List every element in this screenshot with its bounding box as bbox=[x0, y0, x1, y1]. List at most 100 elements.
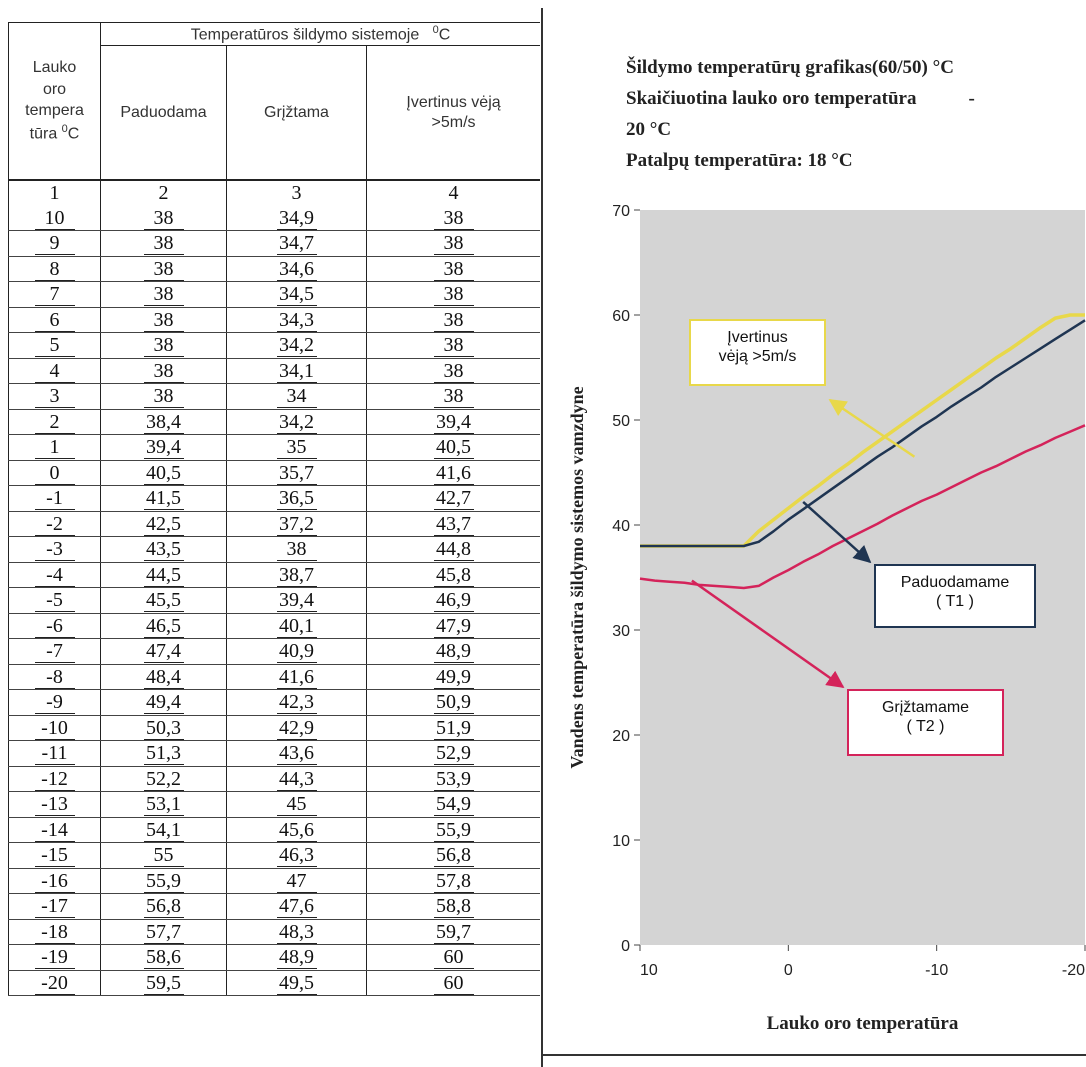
wind-temp-cell: 38 bbox=[365, 383, 540, 410]
return-temp-cell: 35 bbox=[226, 434, 367, 461]
column-number: 2 bbox=[100, 179, 227, 206]
wind-temp-cell: 55,9 bbox=[365, 817, 540, 843]
table-row: 0 40,5 35,7 41,6 bbox=[8, 460, 540, 486]
info-line-2: Skaičiuotina lauko oro temperatūra - bbox=[626, 83, 1076, 114]
outdoor-temp-cell: 5 bbox=[8, 332, 101, 359]
table-row: -5 45,5 39,4 46,9 bbox=[8, 587, 540, 614]
table-row: 5 38 34,2 38 bbox=[8, 332, 540, 359]
supply-temp-cell: 38 bbox=[100, 358, 227, 384]
wind-temp-cell: 52,9 bbox=[365, 740, 540, 767]
annotation-text: Paduodamame bbox=[901, 574, 1010, 591]
supply-temp-cell: 58,6 bbox=[100, 944, 227, 971]
return-temp-cell: 34,9 bbox=[226, 205, 367, 231]
wind-temp-cell: 39,4 bbox=[365, 409, 540, 435]
outdoor-temp-cell: -3 bbox=[8, 536, 101, 563]
outdoor-temp-cell: -11 bbox=[8, 740, 101, 767]
table-row: -3 43,5 38 44,8 bbox=[8, 536, 540, 563]
supply-temp-cell: 43,5 bbox=[100, 536, 227, 563]
table-row: -16 55,9 47 57,8 bbox=[8, 868, 540, 894]
outdoor-temp-cell: -13 bbox=[8, 791, 101, 818]
wind-temp-cell: 45,8 bbox=[365, 562, 540, 588]
return-temp-cell: 35,7 bbox=[226, 460, 367, 486]
return-temp-cell: 34,2 bbox=[226, 332, 367, 359]
outdoor-temp-cell: -16 bbox=[8, 868, 101, 894]
panel-border bbox=[541, 8, 543, 1067]
outdoor-temp-cell: -20 bbox=[8, 970, 101, 996]
outdoor-temp-cell: -7 bbox=[8, 638, 101, 665]
table-row: -6 46,5 40,1 47,9 bbox=[8, 613, 540, 639]
column-number-row: 1 2 3 4 bbox=[8, 179, 540, 206]
outdoor-temp-cell: 2 bbox=[8, 409, 101, 435]
table-row: -8 48,4 41,6 49,9 bbox=[8, 664, 540, 690]
outdoor-temp-cell: -19 bbox=[8, 944, 101, 971]
table-row: 2 38,4 34,2 39,4 bbox=[8, 409, 540, 435]
wind-temp-cell: 40,5 bbox=[365, 434, 540, 461]
annotation-arrow bbox=[828, 398, 916, 458]
supply-temp-cell: 42,5 bbox=[100, 511, 227, 537]
y-tick-label: 20 bbox=[612, 728, 630, 745]
return-temp-cell: 40,9 bbox=[226, 638, 367, 665]
x-tick-label: 0 bbox=[784, 962, 793, 979]
outdoor-temp-cell: 10 bbox=[8, 205, 101, 231]
supply-temp-cell: 41,5 bbox=[100, 485, 227, 512]
supply-temp-cell: 40,5 bbox=[100, 460, 227, 486]
return-temp-cell: 37,2 bbox=[226, 511, 367, 537]
outdoor-header-line: Lauko bbox=[32, 59, 77, 77]
return-temp-cell: 34,1 bbox=[226, 358, 367, 384]
column-number: 4 bbox=[365, 179, 540, 206]
table-row: -9 49,4 42,3 50,9 bbox=[8, 689, 540, 716]
table-row: 9 38 34,7 38 bbox=[8, 230, 540, 257]
supply-temp-cell: 38 bbox=[100, 256, 227, 282]
outdoor-temp-cell: -8 bbox=[8, 664, 101, 690]
annotation-arrow bbox=[802, 500, 872, 564]
wind-temp-cell: 44,8 bbox=[365, 536, 540, 563]
supply-temp-cell: 54,1 bbox=[100, 817, 227, 843]
table-row: 1 39,4 35 40,5 bbox=[8, 434, 540, 461]
supply-temp-cell: 45,5 bbox=[100, 587, 227, 614]
table-row: -12 52,2 44,3 53,9 bbox=[8, 766, 540, 792]
return-temp-cell: 49,5 bbox=[226, 970, 367, 996]
supply-temp-cell: 56,8 bbox=[100, 893, 227, 920]
supply-temp-cell: 38 bbox=[100, 230, 227, 257]
y-tick-label: 0 bbox=[621, 938, 630, 955]
wind-temp-cell: 38 bbox=[365, 358, 540, 384]
annotation-text: Įvertinus bbox=[727, 329, 787, 346]
degree-sup: 0 bbox=[432, 23, 439, 36]
return-header: Grįžtama bbox=[226, 45, 367, 181]
unit-c: C bbox=[438, 26, 451, 44]
outdoor-temp-cell: -17 bbox=[8, 893, 101, 920]
annotation-text: Grįžtamame bbox=[882, 699, 969, 716]
outdoor-temp-cell: -14 bbox=[8, 817, 101, 843]
return-temp-cell: 44,3 bbox=[226, 766, 367, 792]
outdoor-temp-cell: -2 bbox=[8, 511, 101, 537]
degree-sup: 0 bbox=[61, 122, 68, 135]
info-line-4: Patalpų temperatūra: 18 °C bbox=[626, 150, 853, 171]
outdoor-temp-cell: 7 bbox=[8, 281, 101, 308]
supply-temp-cell: 38 bbox=[100, 383, 227, 410]
outdoor-temp-cell: 1 bbox=[8, 434, 101, 461]
supply-temp-cell: 50,3 bbox=[100, 715, 227, 741]
y-axis-label: Vandens temperatūra šildymo sistemos vam… bbox=[567, 386, 587, 768]
panel-border bbox=[541, 1054, 1086, 1056]
supply-temp-cell: 52,2 bbox=[100, 766, 227, 792]
return-temp-cell: 46,3 bbox=[226, 842, 367, 869]
outdoor-temp-header: Lauko oro tempera tūra 0C bbox=[8, 22, 101, 181]
return-header-label: Grįžtama bbox=[264, 103, 329, 121]
y-tick-label: 40 bbox=[612, 518, 630, 535]
temperature-table: Lauko oro tempera tūra 0C Temperatūros š… bbox=[8, 22, 540, 996]
annotation-box bbox=[689, 319, 826, 386]
table-row: -13 53,1 45 54,9 bbox=[8, 791, 540, 818]
annotation-text: ( T2 ) bbox=[907, 718, 945, 735]
table-row: -14 54,1 45,6 55,9 bbox=[8, 817, 540, 843]
supply-temp-cell: 51,3 bbox=[100, 740, 227, 767]
group-header: Temperatūros šildymo sistemoje 0C bbox=[99, 22, 540, 46]
outdoor-temp-cell: 4 bbox=[8, 358, 101, 384]
return-temp-cell: 45,6 bbox=[226, 817, 367, 843]
return-temp-cell: 36,5 bbox=[226, 485, 367, 512]
supply-temp-cell: 38 bbox=[100, 281, 227, 308]
supply-temp-cell: 59,5 bbox=[100, 970, 227, 996]
table-row: 7 38 34,5 38 bbox=[8, 281, 540, 308]
table-row: 4 38 34,1 38 bbox=[8, 358, 540, 384]
table-row: -2 42,5 37,2 43,7 bbox=[8, 511, 540, 537]
outdoor-temp-cell: -4 bbox=[8, 562, 101, 588]
